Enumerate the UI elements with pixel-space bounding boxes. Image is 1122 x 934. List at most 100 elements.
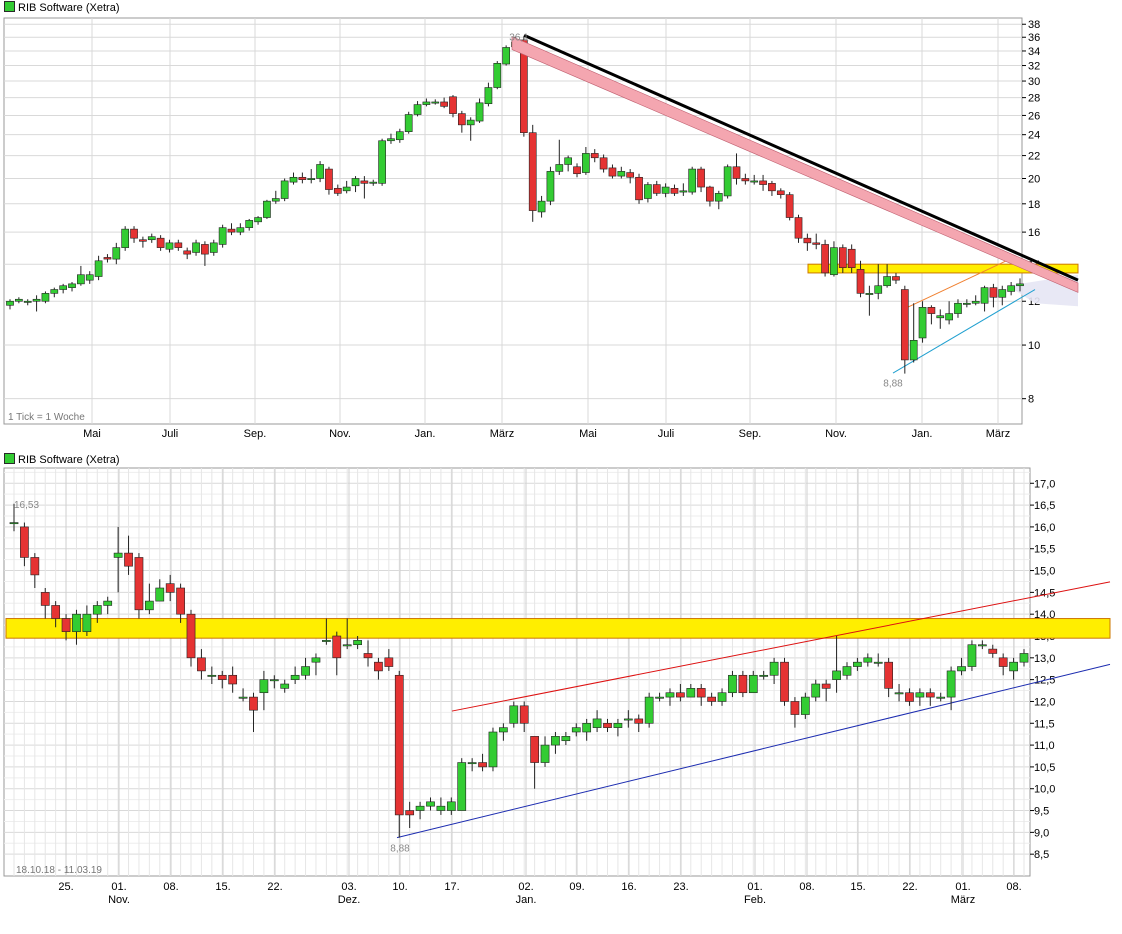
candle-down: [738, 674, 748, 694]
candle-up: [209, 242, 218, 253]
candle-up: [665, 692, 675, 698]
candle-down: [856, 269, 865, 294]
candle-down: [197, 657, 206, 672]
candle-up: [155, 587, 165, 602]
top-low-annotation: 8,88: [883, 379, 903, 390]
candle-down: [785, 194, 794, 218]
bottom-xtick-label: 09.: [569, 881, 584, 893]
bottom-chart-title-text: RIB Software (Xetra): [18, 454, 120, 466]
bottom-xtick-label: 01.: [955, 881, 970, 893]
top-ytick-label: 32: [1028, 61, 1040, 73]
candle-up: [592, 718, 602, 728]
candle-up: [322, 640, 331, 642]
bottom-xtick-label: 15.: [215, 881, 230, 893]
candle-up: [23, 300, 32, 303]
bottom-ytick-label: 11,5: [1034, 718, 1055, 730]
top-high-annotation: 36,1: [509, 33, 529, 44]
candle-down: [530, 736, 539, 763]
candle-down: [333, 187, 342, 194]
candle-down: [626, 172, 635, 178]
bottom-xtick-label: 23.: [673, 881, 688, 893]
top-xtick-label: Juli: [162, 428, 179, 440]
candle-down: [927, 307, 936, 314]
candle-down: [520, 39, 528, 133]
candle-up: [351, 178, 360, 187]
candle-up: [832, 670, 841, 680]
top-ytick-label: 16: [1028, 227, 1040, 239]
candle-up: [259, 679, 269, 694]
candle-up: [977, 644, 987, 647]
bottom-xtick-label: 10.: [392, 881, 407, 893]
candle-up: [571, 727, 581, 733]
bottom-xtick-label: 02.: [518, 881, 533, 893]
top-candles: [6, 36, 1024, 374]
candle-up: [688, 168, 697, 193]
candle-down: [812, 242, 821, 245]
candle-up: [502, 47, 510, 65]
top-ytick-label: 24: [1028, 130, 1040, 142]
candle-up: [218, 227, 227, 245]
candle-up: [145, 600, 154, 611]
candle-up: [113, 552, 123, 558]
candle-down: [821, 244, 829, 274]
candle-down: [670, 187, 679, 194]
candle-up: [555, 164, 564, 172]
candle-down: [130, 228, 138, 239]
top-xtick-label: März: [986, 428, 1010, 440]
bottom-ytick-label: 11,0: [1034, 740, 1055, 752]
candle-up: [493, 62, 502, 88]
candle-down: [519, 705, 529, 724]
candle-up: [811, 683, 821, 698]
candle-up: [623, 718, 633, 721]
candle-up: [863, 657, 873, 663]
candle-up: [85, 274, 94, 281]
candle-up: [1016, 283, 1024, 287]
candle-down: [741, 178, 750, 182]
bottom-ytick-label: 9,5: [1034, 806, 1049, 818]
candle-down: [457, 113, 466, 126]
candle-up: [874, 285, 883, 294]
candle-down: [217, 674, 227, 680]
candle-down: [325, 168, 333, 190]
top-ytick-label: 38: [1028, 19, 1040, 31]
candle-up: [72, 613, 81, 632]
candle-up: [759, 674, 769, 677]
candle-up: [431, 101, 440, 104]
candle-up: [980, 287, 989, 304]
candle-down: [603, 722, 612, 728]
candle-down: [174, 242, 183, 248]
candle-up: [50, 289, 59, 294]
candle-up: [280, 683, 290, 689]
top-xtick-label: Mai: [83, 428, 101, 440]
candle-up: [290, 674, 300, 680]
candle-up: [59, 285, 68, 290]
top-ytick-label: 18: [1028, 199, 1040, 211]
top-plot-area: [3, 17, 1023, 425]
candle-down: [40, 592, 50, 606]
candle-up: [679, 190, 688, 193]
candle-up: [301, 666, 310, 676]
candle-up: [112, 247, 121, 260]
candle-up: [68, 283, 76, 288]
top-xtick-label: Mai: [579, 428, 597, 440]
candle-up: [6, 300, 14, 306]
candle-up: [1007, 285, 1015, 292]
candle-down: [478, 762, 487, 768]
top-downtrend-ribbon: [511, 36, 1079, 293]
top-ytick-label: 36: [1028, 32, 1040, 44]
bottom-ytick-label: 17,0: [1034, 478, 1055, 490]
candle-up: [404, 114, 413, 132]
candle-up: [457, 762, 467, 811]
candle-up: [661, 186, 670, 194]
candle-down: [51, 605, 61, 619]
candle-down: [201, 244, 209, 255]
candle-down: [780, 661, 789, 702]
bottom-xtick-label: 15.: [850, 881, 865, 893]
candle-up: [853, 661, 862, 667]
top-chart-note: 1 Tick = 1 Woche: [8, 412, 85, 423]
bottom-month-label: Dez.: [338, 894, 361, 906]
candle-down: [332, 635, 342, 659]
candle-up: [289, 176, 298, 183]
candle-up: [918, 307, 927, 339]
candle-up: [378, 140, 386, 184]
